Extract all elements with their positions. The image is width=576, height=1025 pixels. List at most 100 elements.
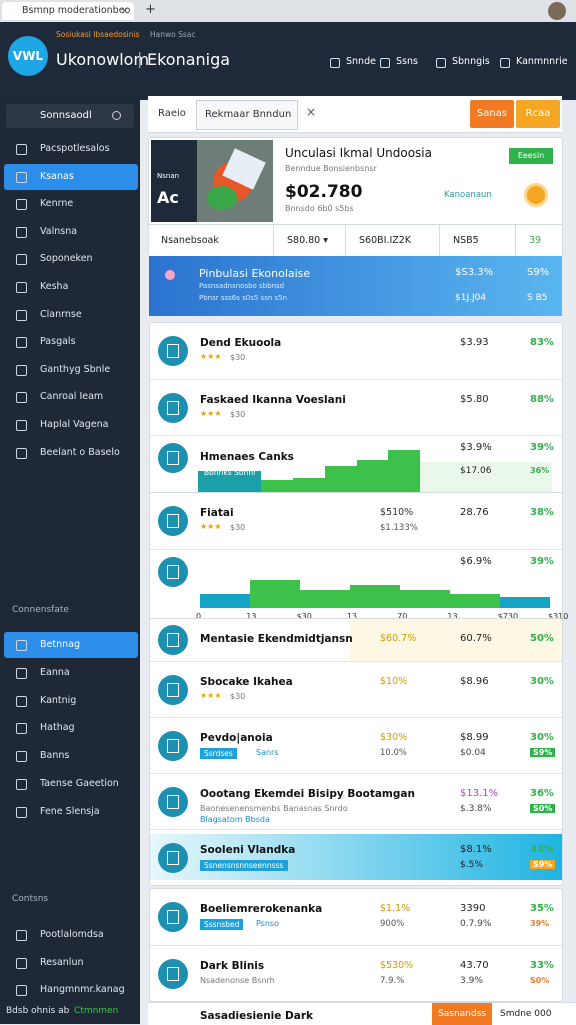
percent: 39% — [530, 556, 554, 567]
avatar[interactable] — [548, 2, 566, 20]
button[interactable]: Sanas — [470, 100, 514, 128]
highlight — [350, 619, 562, 661]
footer-button[interactable]: Sasnandss — [432, 1003, 492, 1025]
row-title: Boeliemrerokenanka — [200, 903, 323, 915]
nav-item[interactable]: Canroal Ieam — [4, 384, 138, 410]
hero-image: Nsnan Ac — [151, 140, 273, 222]
nav-icon — [16, 420, 27, 431]
percent: 30% — [530, 676, 554, 687]
chart-bar — [388, 450, 420, 494]
stat: NSB5 — [453, 235, 479, 246]
toolbar-tab[interactable]: Raeio — [158, 108, 186, 119]
row-sub: $30 — [230, 353, 246, 362]
nav-item[interactable]: Ksanas — [4, 163, 138, 190]
list-row[interactable]: Dark Blinis Nsadenonse Bsnrh $530% 7.9.% 43.… — [150, 945, 562, 1002]
nav-label: Soponeken — [40, 253, 93, 265]
button[interactable]: Rcaa — [516, 100, 560, 128]
list-row[interactable]: Faskaed Ikanna Voeslani ★★★ $30 $5.80 88% — [150, 379, 562, 436]
row-icon — [158, 393, 188, 423]
row-icon-inner — [167, 851, 179, 865]
nav-item[interactable]: Ganthyg Sbnle — [4, 357, 138, 383]
banner-value: S B5 — [527, 293, 548, 303]
search-input[interactable]: Rekmaar Bnndun — [196, 100, 298, 130]
nav-item[interactable]: Eanna — [4, 660, 138, 686]
value: $3.9% — [460, 442, 492, 453]
nav-item[interactable]: Beelant o Baselo — [4, 440, 138, 466]
nav-item[interactable]: Pasgals — [4, 329, 138, 355]
nav-label: Pacspotlesalos — [40, 143, 110, 154]
list-row[interactable]: Mentasie Ekendmidtjansn $60.7% 60.7% 50% — [150, 619, 562, 661]
nav-label: Ksanas — [40, 170, 74, 182]
nav-icon — [436, 58, 446, 68]
mid-value: $1.1% — [380, 903, 411, 914]
banner-value: $1J.J04 — [455, 293, 487, 303]
nav-item[interactable]: Pacspotlesalos — [4, 136, 138, 162]
row-icon-inner — [167, 514, 179, 528]
nav-label: Pasgals — [40, 336, 76, 348]
nav-item[interactable]: Ssns — [396, 56, 418, 67]
value: $17.06 — [460, 466, 492, 476]
row-icon-inner — [167, 344, 179, 358]
list-row[interactable]: $6.9% 39% 0 13 $30 13 70 13 $730 $310 — [150, 549, 568, 628]
list-row[interactable]: Sbocake Ikahea ★★★ $30 $10% $8.96 30% — [150, 661, 562, 718]
nav-item[interactable]: Hangmnmr.kanag — [4, 977, 138, 1003]
list-row[interactable]: Sooleni Vlandka Ssnensnsnnseennsss $8.1% 33… — [150, 829, 562, 886]
nav-item[interactable]: Taense Gaeetion — [4, 771, 138, 797]
list-row[interactable]: Dend Ekuoola ★★★ $30 $3.93 83% — [150, 323, 562, 379]
row-title: Oootang Ekemdei Bisipy Bootamgan — [200, 788, 415, 800]
row-icon-inner — [167, 795, 179, 809]
nav-icon — [16, 779, 27, 790]
percent: 33% — [530, 844, 554, 855]
value: 28.76 — [460, 507, 489, 518]
nav-item[interactable]: Soponeken — [4, 246, 138, 272]
nav-item[interactable]: Sbnngis — [452, 56, 490, 67]
nav-item[interactable]: Kesha — [4, 274, 138, 300]
list-row[interactable]: Boeliemrerokenanka Sssnsbed Psnso $1.1% 900%… — [150, 889, 562, 945]
hero-button[interactable]: Eeesin — [509, 148, 553, 164]
row-icon — [158, 902, 188, 932]
nav-item[interactable]: Haplal Vagena — [4, 412, 138, 438]
card: Fiatai ★★★ $30 $510% $1.133% 28.76 38% $6.9% 39%… — [149, 492, 568, 628]
tagline: Sosiukasi Ibsaedosinis — [56, 30, 140, 39]
percent: 30% — [530, 732, 554, 743]
nav-icon — [380, 58, 390, 68]
nav-item[interactable]: Kenrne — [4, 191, 138, 217]
chart-bar — [261, 480, 294, 494]
tab-close[interactable]: × — [120, 4, 130, 17]
nav-item[interactable]: Banns — [4, 743, 138, 769]
clear[interactable]: × — [306, 105, 317, 119]
value: 0.7.9% — [460, 919, 492, 929]
row-icon — [158, 675, 188, 705]
nav-label: Taense Gaeetion — [40, 778, 119, 789]
nav-item[interactable]: Valnsna — [4, 219, 138, 245]
rating: ★★★ — [200, 409, 222, 418]
list-row[interactable]: Pevdo|anoia Ssrdses Sanrs $30% 10.0% $8.99 30%… — [150, 717, 562, 774]
list-row[interactable]: Fiatai ★★★ $30 $510% $1.133% 28.76 38% — [150, 493, 562, 549]
percent: S0% — [530, 804, 556, 813]
nav-item[interactable]: Kanmnnrie — [516, 56, 568, 67]
nav-item[interactable]: Pootlalomdsa — [4, 922, 138, 948]
browser-tab[interactable]: Bsmnp moderationbeo × — [2, 2, 134, 20]
row-icon — [158, 443, 188, 473]
nav-item[interactable]: Betnnag — [4, 632, 138, 658]
row-title: Fiatai — [200, 507, 234, 519]
hero-tag: Kanoanaun — [444, 190, 492, 200]
nav-item[interactable]: Kantnig — [4, 688, 138, 714]
logo[interactable]: VWL — [8, 36, 48, 76]
nav-item[interactable]: Fene Slensja — [4, 799, 138, 825]
divider — [439, 225, 440, 257]
nav-item[interactable]: Clanrnse — [4, 302, 138, 328]
search-box[interactable]: Sonnsaodl — [6, 104, 134, 128]
list-row[interactable]: Oootang Ekemdei Bisipy Bootamgan Baonesen… — [150, 773, 562, 830]
nav-icon — [16, 723, 27, 735]
nav-item[interactable]: Snnde — [346, 56, 376, 67]
row-icon — [158, 336, 188, 366]
nav-item[interactable]: Resanlun — [4, 950, 138, 976]
new-tab[interactable]: + — [145, 2, 156, 17]
nav-icon — [16, 364, 27, 376]
list-row[interactable]: Hmenaes Canks$3.9%39%Bbnnks SbnnrMn0n0:0… — [150, 435, 562, 514]
badge: Ssrdses — [200, 748, 237, 759]
nav-item[interactable]: Hathag — [4, 715, 138, 741]
value: $8.99 — [460, 732, 489, 743]
